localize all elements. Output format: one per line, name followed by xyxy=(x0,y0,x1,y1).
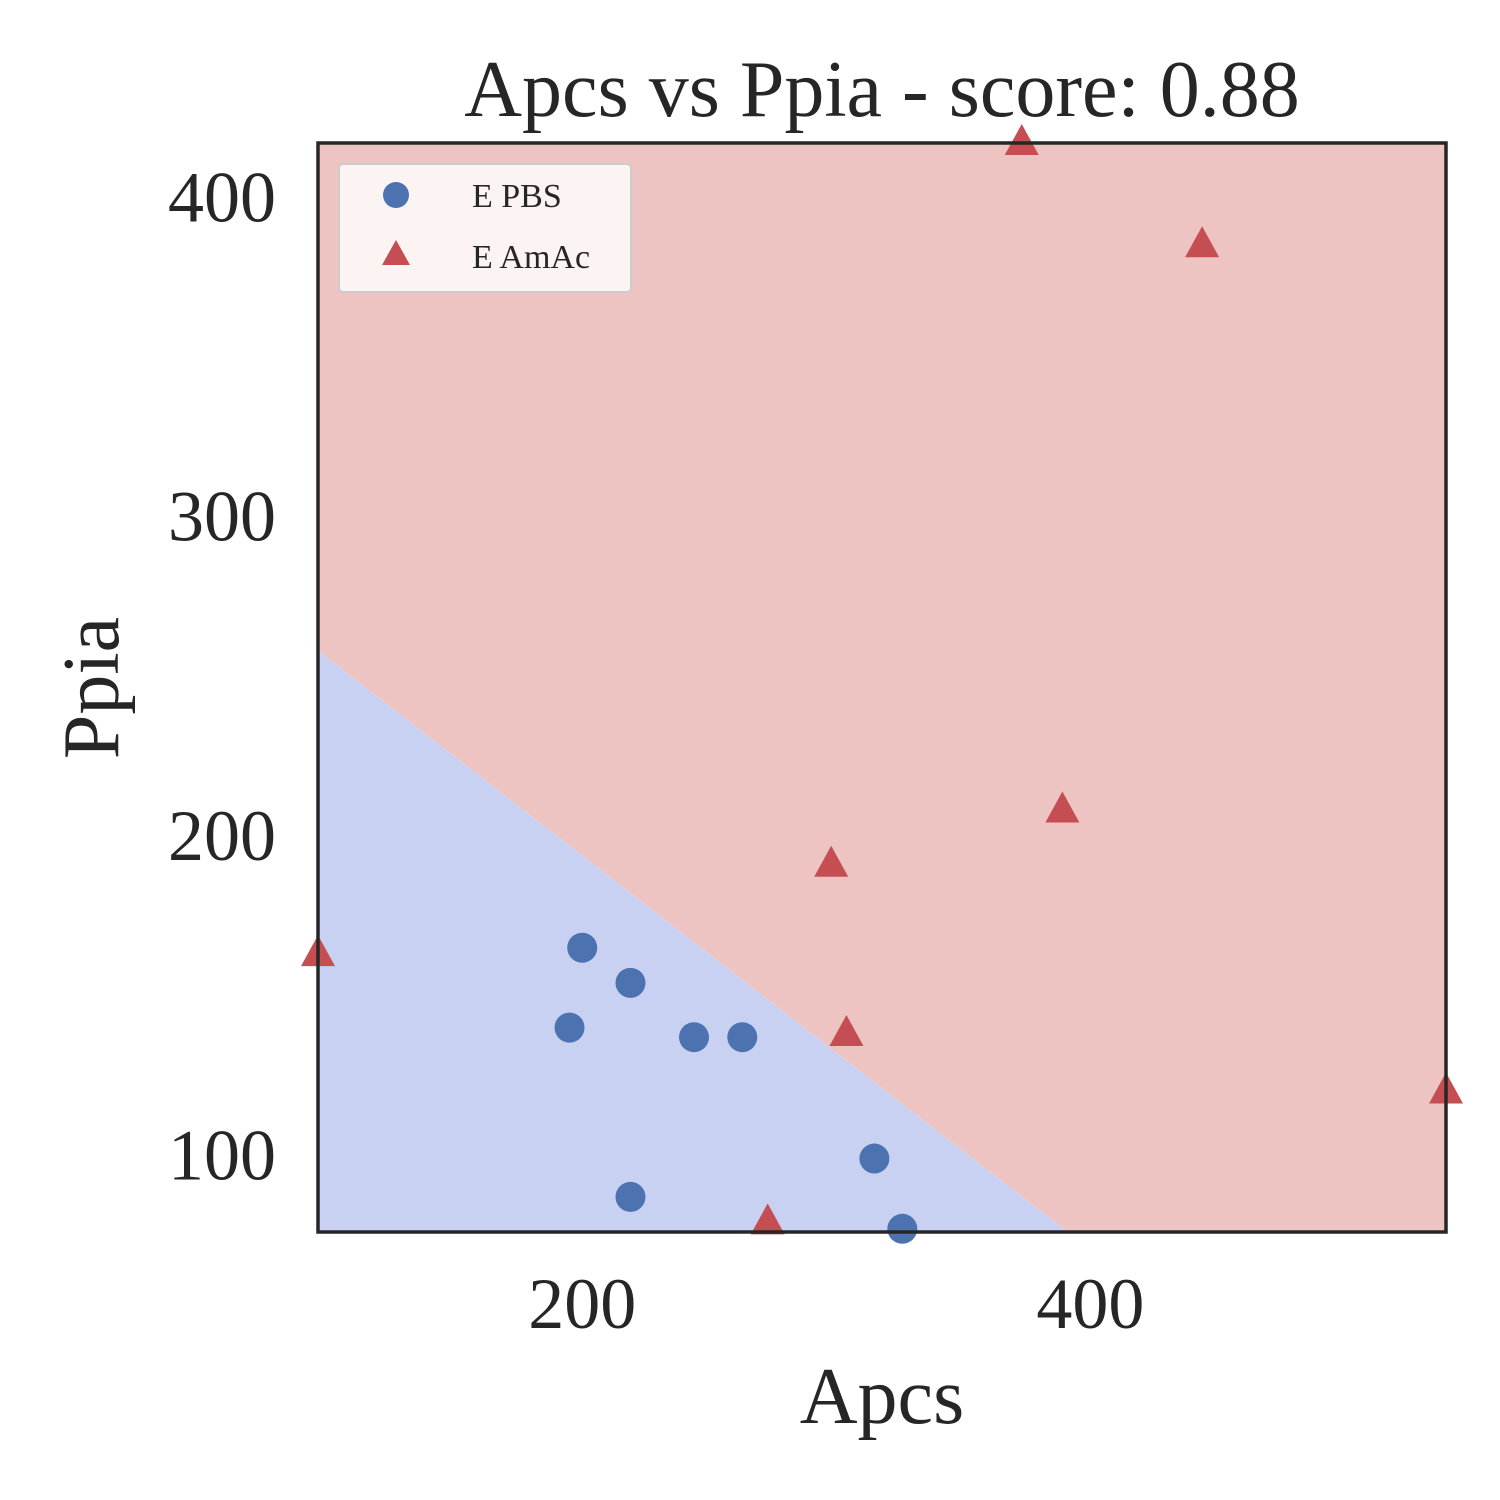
y-axis-ticks: 100 200 300 400 xyxy=(168,157,276,1195)
y-tick-label: 300 xyxy=(168,477,276,557)
point-e-pbs-7 xyxy=(887,1213,918,1244)
y-axis-label: Ppia xyxy=(48,617,136,759)
data-points xyxy=(301,124,1463,1244)
point-e-amac-7 xyxy=(750,1203,785,1235)
chart-title: Apcs vs Ppia - score: 0.88 xyxy=(464,46,1299,134)
region-e-amac xyxy=(318,143,1446,1232)
legend-label-e-amac: E AmAc xyxy=(472,239,590,276)
point-e-pbs-5 xyxy=(859,1143,890,1174)
point-e-pbs-4 xyxy=(727,1022,758,1053)
y-tick-label: 100 xyxy=(168,1115,276,1195)
point-e-amac-1 xyxy=(1185,226,1220,258)
legend-label-e-pbs: E PBS xyxy=(472,178,562,215)
point-e-pbs-0 xyxy=(567,932,598,963)
x-axis-label: Apcs xyxy=(800,1353,964,1441)
x-axis-ticks: 200 400 xyxy=(528,1264,1144,1344)
x-tick-label: 400 xyxy=(1036,1264,1144,1344)
point-e-amac-0 xyxy=(1004,124,1039,155)
plot-frame xyxy=(316,141,1448,1234)
point-e-pbs-2 xyxy=(554,1012,585,1043)
point-e-amac-3 xyxy=(814,845,849,877)
legend: E PBS E AmAc xyxy=(338,163,632,293)
region-e-pbs xyxy=(318,650,1068,1232)
legend-box xyxy=(338,163,632,293)
x-tick-label: 200 xyxy=(528,1264,636,1344)
point-e-pbs-6 xyxy=(615,1181,646,1212)
point-e-amac-5 xyxy=(829,1015,864,1046)
y-tick-label: 400 xyxy=(168,157,276,237)
point-e-pbs-3 xyxy=(679,1022,709,1053)
legend-marker-e-amac xyxy=(382,240,410,265)
decision-regions xyxy=(318,143,1446,1232)
legend-marker-e-pbs xyxy=(383,182,409,208)
point-e-amac-2 xyxy=(1045,791,1080,823)
point-e-pbs-1 xyxy=(615,967,646,998)
y-tick-label: 200 xyxy=(168,796,276,876)
